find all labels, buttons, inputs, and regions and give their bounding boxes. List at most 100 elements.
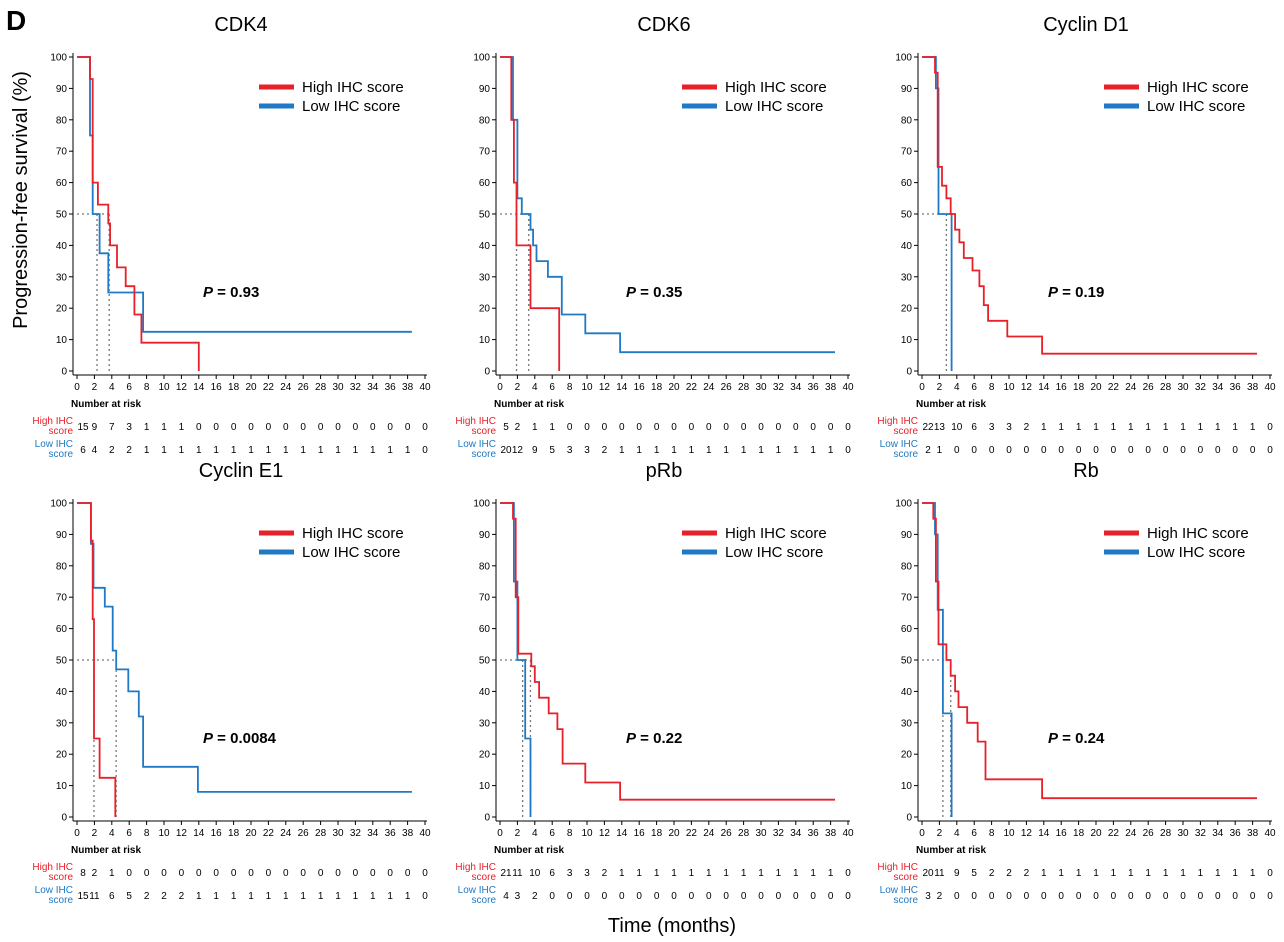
risk-value-high: 0: [723, 422, 729, 433]
panel-title: Cyclin E1: [199, 460, 283, 482]
risk-value-low: 1: [671, 445, 677, 456]
x-tick-label: 30: [1177, 828, 1189, 839]
risk-value-low: 0: [584, 891, 590, 902]
risk-value-high: 2: [1006, 868, 1012, 879]
risk-value-low: 1: [654, 445, 660, 456]
x-tick-label: 30: [1177, 382, 1189, 393]
risk-row-label-low: Low IHC: [35, 885, 73, 896]
risk-value-high: 0: [353, 422, 359, 433]
risk-value-low: 5: [549, 445, 555, 456]
x-tick-label: 38: [402, 828, 414, 839]
x-tick-label: 26: [298, 382, 310, 393]
risk-value-high: 1: [758, 868, 764, 879]
x-tick-label: 6: [126, 828, 132, 839]
risk-value-high: 1: [723, 868, 729, 879]
risk-value-low: 1: [266, 445, 272, 456]
risk-value-low: 0: [1163, 891, 1169, 902]
panel-title: Rb: [1073, 460, 1099, 482]
risk-value-high: 0: [161, 868, 167, 879]
risk-value-high: 3: [567, 868, 573, 879]
risk-value-low: 2: [126, 445, 132, 456]
p-value-letter: P: [626, 730, 637, 747]
x-tick-label: 40: [1264, 382, 1276, 393]
risk-value-high: 0: [845, 422, 851, 433]
x-tick-label: 12: [1021, 382, 1033, 393]
risk-value-high: 0: [636, 422, 642, 433]
legend-label-low: Low IHC score: [302, 98, 400, 115]
legend-label-low: Low IHC score: [1147, 544, 1245, 561]
risk-value-high: 0: [422, 868, 428, 879]
risk-value-high: 3: [1006, 422, 1012, 433]
risk-value-high: 13: [934, 422, 946, 433]
x-tick-label: 16: [211, 382, 223, 393]
y-tick-label: 0: [61, 813, 67, 824]
risk-value-low: 1: [723, 445, 729, 456]
y-tick-label: 50: [56, 656, 68, 667]
risk-value-low: 0: [1076, 445, 1082, 456]
risk-row-label-high: High IHC: [877, 416, 918, 427]
risk-value-high: 1: [793, 868, 799, 879]
legend-label-high: High IHC score: [725, 525, 827, 542]
x-tick-label: 2: [937, 382, 943, 393]
y-tick-label: 20: [56, 304, 68, 315]
risk-row-label-low-2: score: [49, 449, 74, 460]
p-value: P = 0.0084: [203, 730, 277, 747]
risk-value-low: 0: [741, 891, 747, 902]
risk-value-low: 0: [1180, 445, 1186, 456]
legend-label-low: Low IHC score: [1147, 98, 1245, 115]
risk-value-low: 1: [144, 445, 150, 456]
risk-value-high: 0: [300, 868, 306, 879]
y-tick-label: 50: [901, 210, 913, 221]
legend-label-high: High IHC score: [302, 525, 404, 542]
risk-value-low: 1: [335, 891, 341, 902]
risk-value-low: 0: [758, 891, 764, 902]
risk-value-high: 1: [1041, 422, 1047, 433]
y-tick-label: 80: [901, 115, 913, 126]
y-tick-label: 60: [479, 178, 491, 189]
x-tick-label: 14: [616, 382, 628, 393]
risk-value-high: 0: [1267, 868, 1273, 879]
y-tick-label: 10: [56, 781, 68, 792]
x-tick-label: 28: [1160, 828, 1172, 839]
x-tick-label: 22: [686, 828, 698, 839]
risk-value-high: 0: [300, 422, 306, 433]
y-tick-label: 100: [473, 53, 490, 64]
risk-value-low: 11: [89, 891, 100, 902]
high-ihc-curve: [500, 502, 835, 801]
x-tick-label: 18: [651, 382, 663, 393]
risk-value-high: 0: [405, 422, 411, 433]
risk-value-high: 1: [706, 868, 712, 879]
x-tick-label: 22: [1108, 382, 1120, 393]
risk-row-label-high-2: score: [472, 872, 497, 883]
x-tick-label: 8: [144, 382, 150, 393]
risk-value-high: 11: [934, 868, 945, 879]
risk-value-high: 1: [1093, 422, 1099, 433]
risk-value-low: 2: [179, 891, 185, 902]
risk-value-high: 1: [1128, 868, 1134, 879]
y-tick-label: 30: [479, 718, 491, 729]
risk-value-low: 0: [671, 891, 677, 902]
risk-value-low: 1: [353, 891, 359, 902]
risk-value-low: 1: [810, 445, 816, 456]
x-tick-label: 6: [549, 382, 555, 393]
risk-value-low: 1: [213, 445, 219, 456]
risk-value-high: 0: [793, 422, 799, 433]
risk-table-title: Number at risk: [71, 399, 141, 410]
x-tick-label: 18: [1073, 828, 1085, 839]
x-tick-label: 24: [280, 382, 292, 393]
risk-value-high: 0: [248, 422, 254, 433]
risk-value-low: 1: [179, 445, 185, 456]
x-tick-label: 38: [825, 382, 837, 393]
risk-value-low: 0: [1041, 891, 1047, 902]
x-tick-label: 22: [263, 382, 275, 393]
x-tick-label: 14: [193, 382, 205, 393]
risk-row-label-low: Low IHC: [458, 439, 496, 450]
y-tick-label: 30: [479, 272, 491, 283]
risk-value-high: 0: [213, 422, 219, 433]
x-tick-label: 36: [1230, 828, 1242, 839]
panel-title: Cyclin D1: [1043, 14, 1129, 36]
low-ihc-curve: [500, 502, 532, 817]
x-tick-label: 34: [367, 382, 379, 393]
